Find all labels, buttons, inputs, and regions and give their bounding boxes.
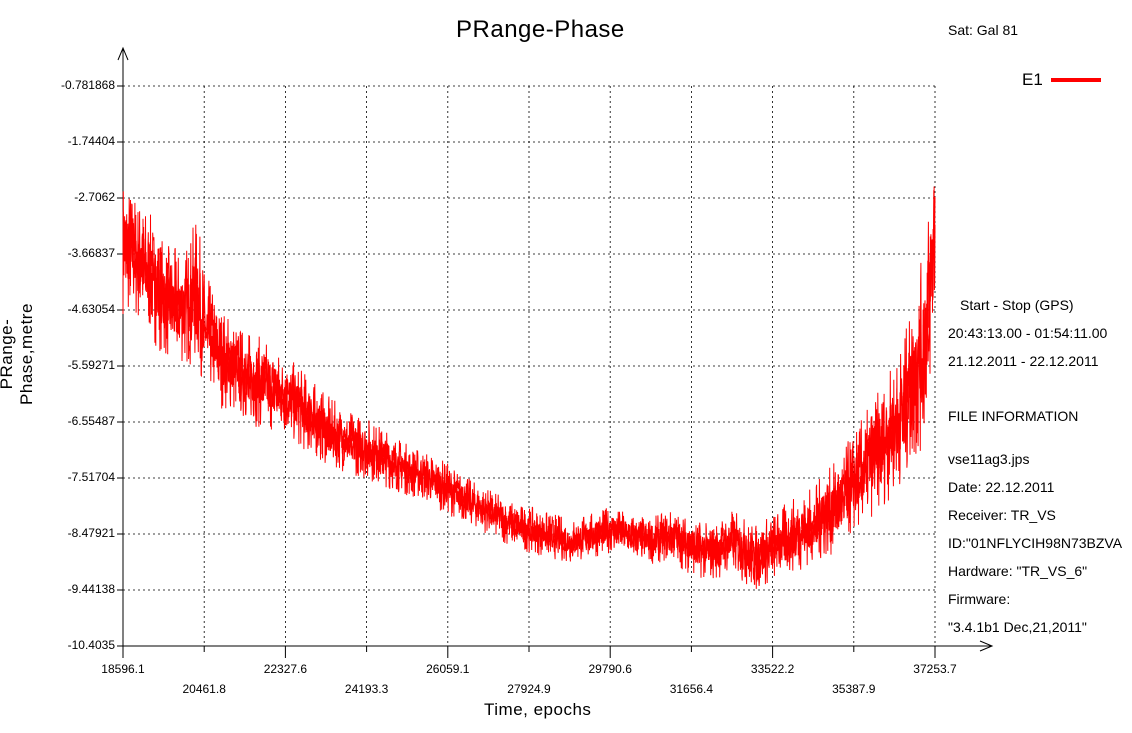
file-name: vse11ag3.jps	[948, 451, 1030, 467]
y-tick-label: -5.59271	[67, 358, 115, 372]
x-tick-label: 29790.6	[588, 662, 632, 676]
y-tick-label: -9.44138	[67, 582, 115, 596]
y-tick-label: -8.47921	[67, 526, 115, 540]
x-tick-label: 22327.6	[263, 662, 308, 676]
file-info-label: FILE INFORMATION	[948, 408, 1079, 424]
series-layer	[122, 186, 936, 589]
legend: E1	[1022, 70, 1101, 90]
y-tick-label: -4.63054	[67, 302, 115, 316]
legend-swatch-e1	[1050, 78, 1101, 82]
x-tick-label: 33522.2	[750, 662, 795, 676]
chart-title: PRange-Phase	[456, 16, 625, 43]
y-tick-label: -1.74404	[67, 134, 115, 148]
file-date: Date: 22.12.2011	[948, 479, 1055, 495]
x-tick-label: 35387.9	[832, 682, 876, 696]
y-axis-arrow	[117, 46, 129, 61]
x-tick-label: 31656.4	[669, 682, 714, 696]
x-tick-label: 27924.9	[507, 682, 551, 696]
firmware-version: "3.4.1b1 Dec,21,2011"	[948, 619, 1087, 635]
receiver: Receiver: TR_VS	[948, 507, 1056, 523]
hardware: Hardware: "TR_VS_6"	[948, 563, 1088, 579]
date-range: 21.12.2011 - 22.12.2011	[948, 353, 1099, 369]
y-tick-label: -2.7062	[74, 190, 115, 204]
x-tick-label: 24193.3	[344, 682, 389, 696]
y-tick-label: -10.4035	[67, 638, 115, 652]
x-tick-label: 18596.1	[101, 662, 145, 676]
x-tick-label: 37253.7	[913, 662, 957, 676]
y-tick-label: -3.66837	[67, 246, 115, 260]
y-tick-label: -6.55487	[67, 414, 115, 428]
time-range: 20:43:13.00 - 01:54:11.00	[948, 325, 1108, 341]
x-tick-label: 20461.8	[182, 682, 226, 696]
x-tick-label: 26059.1	[426, 662, 470, 676]
x-axis-title: Time, epochs	[484, 700, 592, 719]
series-band-e1	[122, 190, 936, 573]
start-stop-label: Start - Stop (GPS)	[960, 297, 1074, 313]
firmware-label: Firmware:	[948, 591, 1011, 607]
y-tick-label: -7.51704	[67, 470, 115, 484]
legend-label-e1: E1	[1022, 70, 1043, 89]
satellite-label: Sat: Gal 81	[948, 22, 1019, 38]
axes	[117, 46, 994, 658]
x-axis-arrow	[979, 640, 994, 652]
y-tick-label: -0.781868	[60, 78, 115, 92]
receiver-id: ID:"01NFLYCIH98N73BZVA	[948, 535, 1123, 551]
